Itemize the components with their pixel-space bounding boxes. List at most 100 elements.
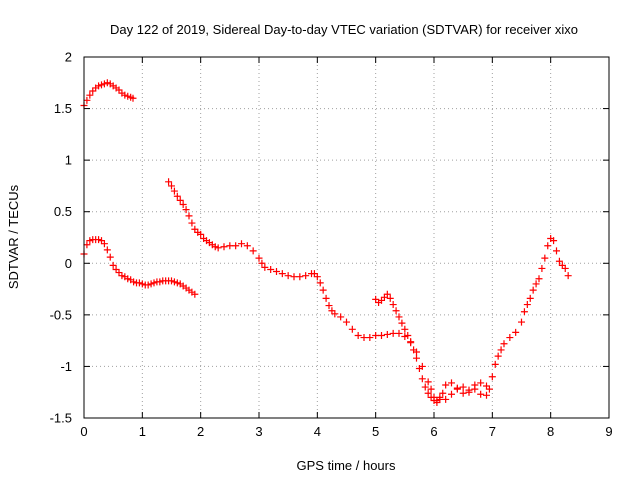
data-point [322,294,330,302]
data-point [529,286,537,294]
x-tick-label: 2 [197,424,204,439]
data-point [261,263,269,271]
data-point [185,212,193,220]
data-point [398,319,406,327]
data-points [80,79,572,407]
data-point [413,354,420,362]
data-point [465,388,473,396]
chart-title: Day 122 of 2019, Sidereal Day-to-day VTE… [110,22,578,37]
data-point [343,318,350,326]
data-point [179,200,187,208]
data-point [459,389,467,397]
data-point [541,254,549,262]
data-point [319,286,327,294]
data-point [232,242,240,250]
data-point [165,178,173,186]
series-track-c [165,178,572,404]
x-tick-label: 8 [547,424,554,439]
data-point [500,340,508,348]
data-point [129,94,137,102]
x-tick-label: 1 [139,424,146,439]
data-point [238,240,245,248]
plot-frame [83,56,610,419]
y-tick-label: -0.5 [50,307,72,322]
data-point [424,378,432,386]
data-point [433,399,441,407]
data-point [561,264,569,272]
data-point [389,301,397,309]
data-point [532,280,540,288]
data-point [424,389,432,397]
data-point [442,395,450,403]
data-point [395,329,403,337]
y-tick-label: 0.5 [54,204,72,219]
data-point [249,247,257,255]
data-point [535,275,543,283]
data-point [302,272,310,280]
data-point [550,237,558,245]
x-tick-label: 5 [372,424,379,439]
data-point [512,328,520,336]
data-point [278,270,286,278]
data-point [176,196,184,204]
data-point [191,290,199,298]
data-point [520,308,528,316]
data-point [86,91,94,99]
data-point [100,240,108,248]
data-point [214,244,222,252]
axis-ticks [83,56,610,419]
data-point [325,302,333,310]
data-point [337,313,345,321]
x-tick-label: 9 [605,424,612,439]
data-point [173,192,181,200]
y-tick-label: 1.5 [54,101,72,116]
series-track-d [372,290,490,407]
data-point [453,385,461,393]
data-point [182,206,190,214]
data-point [427,385,435,393]
data-point [442,381,450,389]
data-point [316,279,324,287]
data-point [267,265,275,273]
data-point [243,242,251,250]
data-point [109,261,117,269]
data-point [544,242,552,250]
data-point [386,294,394,302]
data-point [395,313,403,321]
x-tick-label: 3 [255,424,262,439]
y-tick-label: 2 [65,50,72,65]
data-point [170,187,178,195]
data-point [392,307,400,315]
data-point [383,290,391,298]
data-point [421,383,429,391]
y-tick-labels: 2 1.5 1 0.5 0 -0.5 -1 -1.5 [50,50,72,426]
data-point [415,364,423,372]
y-tick-label: -1.5 [50,411,72,426]
data-point [485,385,493,393]
data-point [418,375,426,383]
x-tick-labels: 0 1 2 3 4 5 6 7 8 9 [80,424,612,439]
data-point [220,243,228,251]
data-point [197,230,205,238]
x-tick-label: 7 [489,424,496,439]
data-point [255,254,263,262]
y-tick-label: -1 [60,359,72,374]
data-point [436,393,444,401]
x-tick-label: 4 [314,424,321,439]
data-point [404,331,412,339]
data-point [366,334,374,342]
data-point [564,272,572,280]
grid-lines [84,57,609,418]
data-point [459,383,467,391]
data-point [258,259,266,267]
data-point [555,257,563,265]
data-point [401,325,409,333]
data-point [407,338,415,346]
data-point [383,330,391,338]
data-point [523,301,531,309]
data-point [538,264,546,272]
data-point [273,268,280,276]
data-point [477,390,485,398]
data-point [83,241,91,249]
